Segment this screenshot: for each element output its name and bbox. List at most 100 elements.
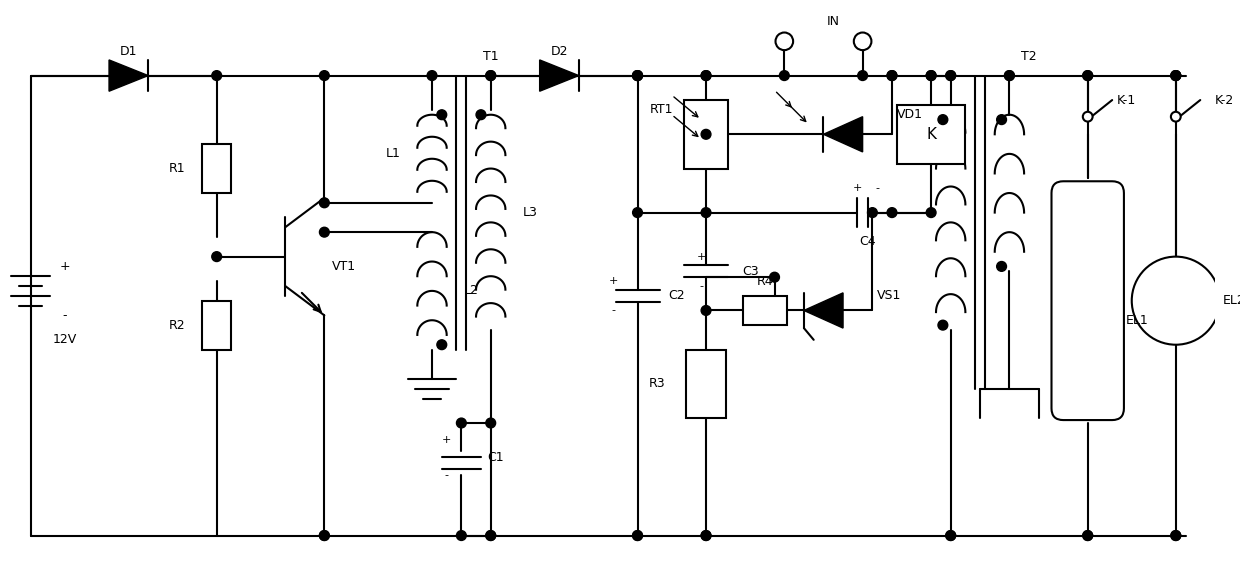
Circle shape [632,71,642,81]
Circle shape [854,33,872,50]
Text: L1: L1 [386,147,401,160]
Circle shape [997,115,1007,124]
Circle shape [1083,530,1092,540]
Circle shape [701,530,711,540]
Text: T2: T2 [1022,50,1037,62]
Circle shape [212,71,222,81]
Circle shape [212,252,222,262]
Text: +: + [697,252,706,262]
Circle shape [1171,530,1180,540]
Text: +: + [853,183,862,193]
Circle shape [456,530,466,540]
Circle shape [632,71,642,81]
Text: C3: C3 [742,265,759,278]
Circle shape [632,530,642,540]
Circle shape [701,305,711,315]
Text: K-1: K-1 [1117,94,1137,107]
Text: +: + [609,276,618,286]
Circle shape [926,71,936,81]
Circle shape [701,208,711,218]
Circle shape [1132,256,1220,345]
Circle shape [937,115,947,124]
Circle shape [775,33,794,50]
Text: K-2: K-2 [1215,94,1234,107]
Circle shape [1171,530,1180,540]
Circle shape [701,71,711,81]
Circle shape [887,208,897,218]
Polygon shape [109,60,149,91]
Circle shape [436,340,446,349]
Circle shape [320,227,330,237]
Circle shape [770,272,780,282]
Bar [687,349,725,418]
Circle shape [476,110,486,119]
Circle shape [946,71,956,81]
Circle shape [1083,71,1092,81]
Circle shape [1083,112,1092,122]
Circle shape [1083,71,1092,81]
Text: VD1: VD1 [897,108,923,121]
Circle shape [926,71,936,81]
Text: L3: L3 [522,206,537,219]
Circle shape [632,208,642,218]
Circle shape [486,71,496,81]
Circle shape [320,198,330,208]
Text: C1: C1 [487,451,503,464]
Text: D1: D1 [120,45,138,58]
Circle shape [486,71,496,81]
Circle shape [1004,71,1014,81]
Circle shape [858,71,868,81]
Text: EL1: EL1 [1125,313,1148,327]
Polygon shape [804,293,843,328]
Bar [202,144,232,193]
Text: K: K [926,127,936,142]
Circle shape [701,71,711,81]
Circle shape [780,71,789,81]
Text: -: - [699,281,703,291]
Text: -: - [611,305,615,315]
Text: R1: R1 [169,162,186,175]
Text: T1: T1 [482,50,498,62]
Text: C4: C4 [859,235,875,248]
Text: VT1: VT1 [332,260,356,273]
Circle shape [701,530,711,540]
Text: -: - [63,309,67,322]
Text: R3: R3 [649,377,666,391]
Circle shape [320,530,330,540]
Bar [684,100,728,168]
Text: VS1: VS1 [877,289,901,302]
Text: RT1: RT1 [650,103,673,116]
Circle shape [632,71,642,81]
Text: +: + [441,435,451,445]
Circle shape [320,530,330,540]
Bar [743,296,786,325]
Circle shape [1171,71,1180,81]
Circle shape [701,130,711,139]
Polygon shape [539,60,579,91]
Text: R4: R4 [756,275,773,288]
Circle shape [632,530,642,540]
Circle shape [887,71,897,81]
Circle shape [1083,530,1092,540]
Bar [897,105,966,164]
Text: R2: R2 [169,319,186,332]
Circle shape [320,71,330,81]
Circle shape [486,418,496,428]
Bar [202,301,232,349]
Circle shape [946,530,956,540]
Circle shape [997,262,1007,271]
Circle shape [868,208,877,218]
Text: +: + [60,260,71,273]
Text: D2: D2 [551,45,568,58]
Polygon shape [823,116,863,152]
Text: IN: IN [827,15,839,28]
Circle shape [1004,71,1014,81]
Text: C2: C2 [668,289,684,302]
Text: EL2: EL2 [1223,294,1240,307]
Text: -: - [445,470,449,480]
Circle shape [1171,71,1180,81]
Circle shape [486,530,496,540]
Circle shape [436,110,446,119]
Text: L2: L2 [464,284,479,297]
Circle shape [486,530,496,540]
